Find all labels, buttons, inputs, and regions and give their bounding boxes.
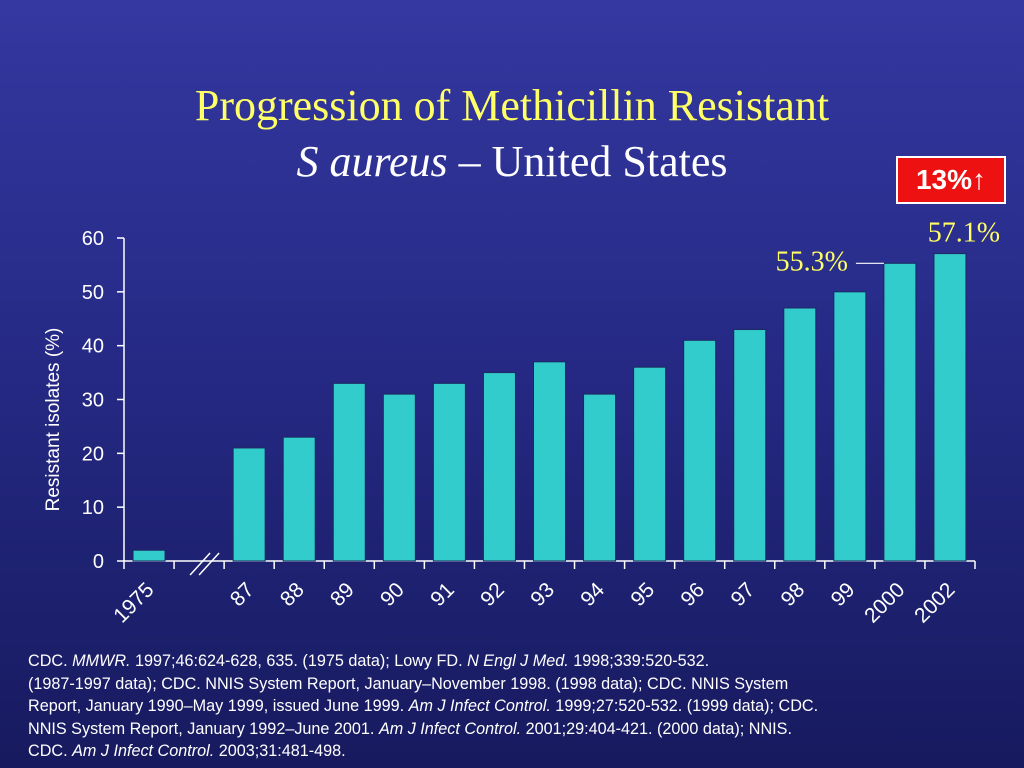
x-tick-label: 87 xyxy=(226,578,259,611)
x-tick-label: 90 xyxy=(376,578,409,611)
x-tick-label: 1975 xyxy=(109,578,158,627)
x-tick-label: 88 xyxy=(276,578,309,611)
citation-footnote: CDC. MMWR. 1997;46:624-628, 635. (1975 d… xyxy=(28,650,1003,763)
bar xyxy=(733,329,767,562)
citation-text: Report, January 1990–May 1999, issued Ju… xyxy=(28,697,409,715)
y-tick-label: 0 xyxy=(93,551,104,573)
bar xyxy=(583,393,617,562)
bar-chart: 0 10 20 30 40 50 60 1975 87 88 89 90 91 92 93 94 95 96 97 9… xyxy=(43,217,1001,627)
citation-text: 1997;46:624-628, 635. (1975 data); Lowy … xyxy=(130,652,468,670)
citation-text: 2003;31:481-498. xyxy=(214,742,346,760)
citation-text: NNIS System Report, January 1992–June 20… xyxy=(28,719,379,738)
y-tick-label: 10 xyxy=(82,497,104,519)
x-tick-label: 91 xyxy=(426,578,459,611)
title-line1: Progression of Methicillin Resistant xyxy=(194,81,830,130)
title-organism: S aureus xyxy=(296,137,448,186)
citation-text: CDC. xyxy=(28,742,73,760)
citation-text: (1987-1997 data); CDC. NNIS System Repor… xyxy=(28,674,789,693)
citation-text: 1999;27:520-532. (1999 data); CDC. xyxy=(550,697,819,715)
y-axis-label: Resistant isolates (%) xyxy=(43,328,64,512)
journal-name: N Engl J Med. xyxy=(467,652,569,670)
y-tick-label: 60 xyxy=(82,228,104,250)
bar xyxy=(232,447,266,562)
citation-text: 2001;29:404-421. (2000 data); NNIS. xyxy=(521,719,792,738)
bar xyxy=(432,382,466,562)
y-tick-label: 40 xyxy=(82,336,104,358)
title-region: – United States xyxy=(447,137,728,186)
bar xyxy=(633,366,667,562)
journal-name: Am J Infect Control. xyxy=(408,697,551,715)
x-tick-label: 93 xyxy=(526,578,559,611)
axis-break-mark xyxy=(198,552,220,576)
bar xyxy=(933,253,967,562)
data-label: 57.1% xyxy=(928,218,1000,249)
bar xyxy=(883,262,917,562)
y-tick-label: 30 xyxy=(82,390,104,412)
bar xyxy=(533,361,566,562)
increase-badge: 13% ↑ xyxy=(896,156,1006,204)
chart-title: Progression of Methicillin Resistant S a… xyxy=(0,78,1024,190)
x-tick-label: 96 xyxy=(676,578,709,611)
journal-name: Am J Infect Control. xyxy=(378,719,522,738)
title-line2: S aureus – United States xyxy=(0,134,1024,190)
citation-text: 1998;339:520-532. xyxy=(568,652,710,670)
bar xyxy=(382,393,416,562)
x-tick-label: 2002 xyxy=(910,578,959,627)
x-tick-label: 97 xyxy=(726,578,759,611)
journal-name: Am J Infect Control. xyxy=(72,742,215,760)
x-tick-label: 98 xyxy=(777,578,810,611)
x-tick-label: 95 xyxy=(626,578,659,611)
bar xyxy=(783,307,817,562)
data-label: 55.3% xyxy=(776,246,848,277)
bar xyxy=(282,436,316,562)
axis-break-mark xyxy=(189,552,211,576)
x-tick-label: 94 xyxy=(576,578,609,611)
bar xyxy=(332,382,366,562)
journal-name: MMWR. xyxy=(72,652,131,670)
y-tick-label: 20 xyxy=(82,443,104,465)
y-tick-label: 50 xyxy=(82,282,104,304)
x-tick-label: 99 xyxy=(827,578,860,611)
bar xyxy=(482,372,516,562)
up-arrow-icon: ↑ xyxy=(972,164,987,195)
bar xyxy=(132,549,166,562)
x-tick-label: 92 xyxy=(476,578,509,611)
citation-text: CDC. xyxy=(28,652,73,670)
badge-value: 13% xyxy=(915,164,973,195)
bar xyxy=(833,291,867,562)
x-tick-label: 89 xyxy=(326,578,359,611)
bar xyxy=(683,339,717,562)
x-tick-label: 2000 xyxy=(860,578,909,627)
